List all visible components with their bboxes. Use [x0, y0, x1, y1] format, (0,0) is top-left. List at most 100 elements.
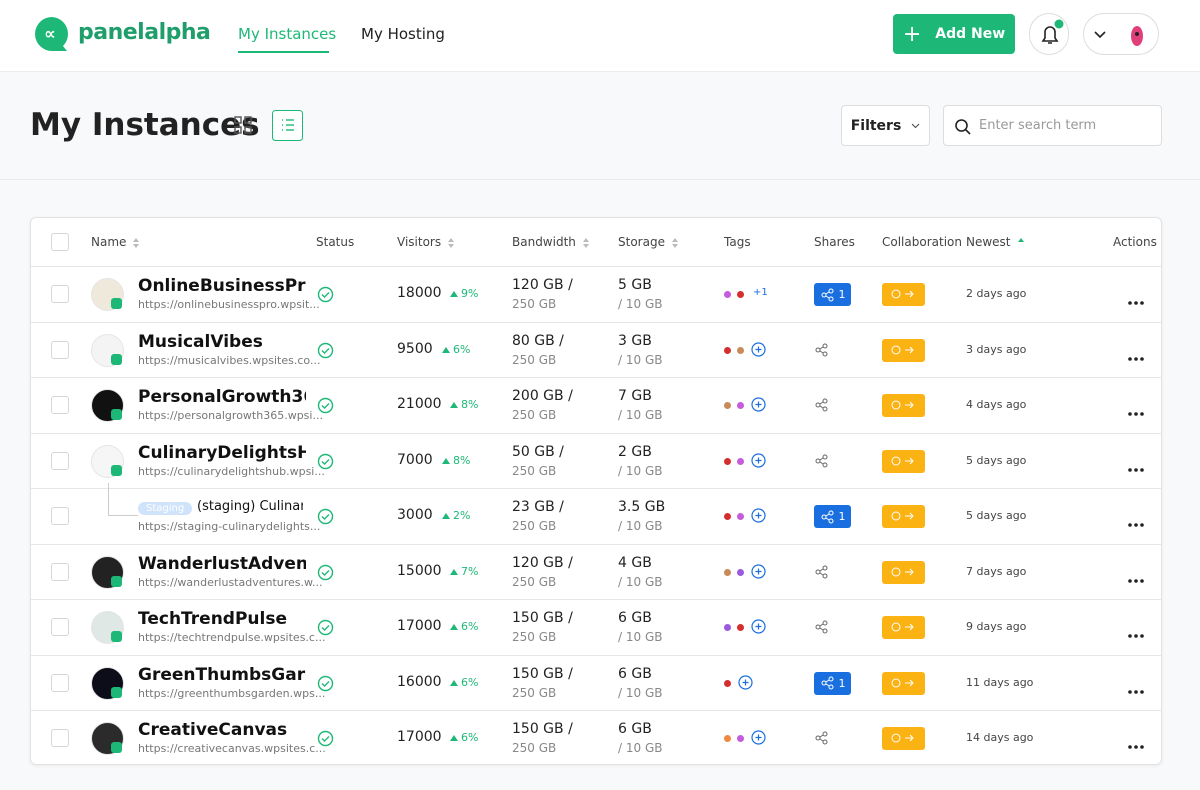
instance-url[interactable]: https://musicalvibes.wpsites.co... — [138, 353, 321, 367]
add-tag[interactable] — [751, 563, 766, 583]
actions-menu[interactable] — [1127, 680, 1145, 699]
tag-dot[interactable] — [737, 513, 744, 520]
list-view[interactable] — [272, 110, 303, 141]
row-checkbox[interactable] — [51, 285, 69, 303]
add-tag[interactable] — [751, 452, 766, 472]
tag-dot[interactable] — [724, 624, 731, 631]
row-checkbox[interactable] — [51, 562, 69, 581]
share-icon[interactable] — [814, 397, 829, 417]
collaboration-button[interactable] — [882, 727, 925, 754]
tag-dot[interactable] — [737, 624, 744, 631]
add-tag[interactable] — [751, 730, 766, 749]
instance-url[interactable]: https://culinarydelightshub.wpsi... — [138, 464, 325, 478]
instance-url[interactable]: https://greenthumbsgarden.wps... — [138, 686, 326, 700]
tag-dot[interactable] — [737, 735, 744, 742]
tag-dot[interactable] — [737, 346, 744, 354]
logo[interactable]: panelalpha — [78, 20, 211, 45]
nav-item[interactable]: My Instances — [238, 25, 337, 43]
column-header[interactable]: Storage — [618, 235, 665, 249]
row-checkbox[interactable] — [51, 729, 69, 747]
notifications[interactable] — [1029, 13, 1069, 55]
add-new-button[interactable]: + Add New — [893, 14, 1015, 54]
instance-url[interactable]: https://creativecanvas.wpsites.c... — [138, 742, 326, 755]
row-checkbox[interactable] — [51, 396, 69, 414]
instance-url[interactable]: https://onlinebusinesspro.wpsit... — [138, 298, 320, 311]
shares-button[interactable]: 1 — [814, 671, 851, 695]
share-icon[interactable] — [814, 453, 829, 473]
tag-dot[interactable] — [724, 568, 731, 576]
collaboration-button[interactable] — [882, 449, 925, 477]
actions-menu[interactable] — [1127, 513, 1145, 532]
instance-url[interactable]: https://wanderlustadventures.w... — [138, 575, 323, 589]
instance-name[interactable]: GreenThumbsGard... — [138, 664, 306, 685]
instance-name[interactable]: CreativeCanvas — [138, 720, 288, 740]
actions-menu[interactable] — [1127, 291, 1145, 310]
row-checkbox[interactable] — [51, 507, 69, 525]
tag-dot[interactable] — [724, 291, 731, 298]
user-menu[interactable] — [1083, 13, 1159, 55]
share-icon[interactable] — [814, 564, 829, 584]
actions-menu[interactable] — [1127, 402, 1145, 421]
storage-used: 6 GB — [618, 665, 652, 682]
share-icon[interactable] — [814, 342, 829, 362]
instance-name[interactable]: MusicalVibes — [138, 331, 263, 352]
filters-button[interactable]: Filters — [841, 105, 930, 146]
collaboration-button[interactable] — [882, 338, 925, 366]
add-tag[interactable] — [751, 341, 766, 361]
instance-name[interactable]: OnlineBusinessPro — [138, 276, 306, 296]
instance-name[interactable]: TechTrendPulse — [138, 609, 287, 629]
share-icon-glyph — [815, 620, 828, 634]
shares-button[interactable]: 1 — [814, 505, 851, 528]
shares-button[interactable]: 1 — [814, 283, 851, 306]
share-icon[interactable] — [814, 730, 829, 750]
row-checkbox[interactable] — [51, 673, 69, 692]
add-tag[interactable] — [738, 674, 753, 694]
row-checkbox[interactable] — [51, 340, 69, 359]
actions-menu[interactable] — [1127, 347, 1145, 366]
instance-name[interactable]: CulinaryDelightsHub — [138, 442, 306, 463]
instance-url[interactable]: https://personalgrowth365.wpsi... — [138, 409, 323, 422]
tag-dot[interactable] — [724, 513, 731, 520]
tag-dot[interactable] — [737, 568, 744, 576]
tag-dot[interactable] — [724, 735, 731, 742]
collaboration-button[interactable] — [882, 671, 925, 699]
shares-count: 1 — [838, 288, 846, 301]
tag-dot[interactable] — [737, 457, 744, 465]
share-icon[interactable] — [814, 619, 829, 639]
tag-dot[interactable] — [724, 679, 731, 687]
collaboration-button[interactable] — [882, 505, 925, 532]
actions-menu[interactable] — [1127, 735, 1145, 754]
tag-dot[interactable] — [724, 346, 731, 354]
column-header[interactable]: Name — [91, 235, 127, 249]
row-checkbox[interactable] — [51, 451, 69, 470]
nav-item[interactable]: My Hosting — [361, 25, 445, 43]
actions-menu[interactable] — [1127, 458, 1145, 477]
instance-name[interactable]: PersonalGrowth365 — [138, 387, 306, 407]
column-header[interactable]: Bandwidth — [512, 235, 576, 249]
add-tag[interactable] — [751, 397, 766, 416]
tag-dot[interactable] — [724, 457, 731, 465]
add-tag[interactable] — [751, 619, 766, 638]
tags-more[interactable]: +1 — [753, 287, 768, 298]
nav-underline — [238, 51, 329, 53]
instance-name[interactable]: (staging) Culinary — [197, 499, 303, 514]
search-box[interactable]: Enter search term — [943, 105, 1162, 146]
collaboration-button[interactable] — [882, 283, 925, 310]
instance-url[interactable]: https://staging-culinarydelights... — [138, 520, 321, 533]
collaboration-button[interactable] — [882, 560, 925, 588]
column-header[interactable]: Newest — [966, 235, 1011, 249]
grid-view[interactable] — [234, 116, 252, 134]
actions-menu[interactable] — [1127, 569, 1145, 588]
tag-dot[interactable] — [724, 402, 731, 409]
instance-name[interactable]: WanderlustAdvent... — [138, 553, 306, 574]
add-tag[interactable] — [751, 508, 766, 527]
actions-menu[interactable] — [1127, 624, 1145, 643]
column-header[interactable]: Visitors — [397, 235, 442, 249]
select-all[interactable] — [51, 233, 69, 251]
collaboration-button[interactable] — [882, 616, 925, 643]
tag-dot[interactable] — [737, 291, 744, 298]
row-checkbox[interactable] — [51, 618, 69, 636]
instance-url[interactable]: https://techtrendpulse.wpsites.c... — [138, 631, 326, 644]
tag-dot[interactable] — [737, 402, 744, 409]
collaboration-button[interactable] — [882, 394, 925, 421]
